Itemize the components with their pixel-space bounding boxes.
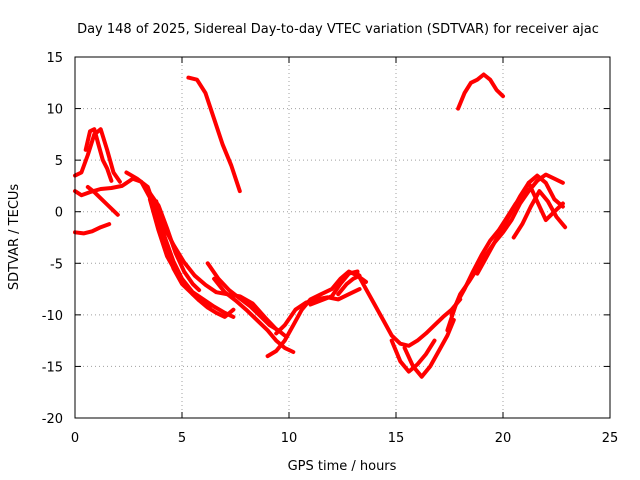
y-tick-label: 15: [46, 51, 63, 66]
series-line-arc-10: [205, 261, 287, 338]
series-line-arc-5: [85, 185, 120, 217]
y-tick-label: -5: [50, 257, 63, 272]
y-tick-label: 5: [55, 154, 63, 169]
x-tick-label: 25: [602, 431, 619, 446]
series-line-arc-23: [511, 189, 568, 240]
x-tick-label: 5: [178, 431, 186, 446]
chart-title: Day 148 of 2025, Sidereal Day-to-day VTE…: [77, 22, 599, 37]
grid-lines: [75, 57, 610, 418]
x-tick-label: 20: [495, 431, 512, 446]
y-tick-label: 10: [46, 103, 63, 118]
plot-frame: [74, 56, 611, 419]
series-line-arc-14: [274, 287, 362, 336]
series-line-arc-9: [154, 199, 236, 319]
y-axis-label: SDTVAR / TECUs: [7, 184, 22, 291]
y-tick-label: -20: [42, 412, 63, 427]
series-line-arc-13: [265, 269, 368, 359]
series-line-arc-12: [186, 75, 242, 194]
series-line-arc-16: [336, 273, 362, 297]
data-series: [73, 72, 568, 379]
series-line-arc-19: [402, 318, 456, 379]
y-tick-label: -10: [42, 309, 63, 324]
x-tick-label: 15: [388, 431, 405, 446]
series-line-arc-15: [308, 269, 360, 307]
x-tick-label: 10: [281, 431, 298, 446]
series-line-arc-6: [124, 170, 236, 319]
y-tick-label: -15: [42, 360, 63, 375]
series-line-arc-22: [475, 173, 565, 276]
series-line-arc-3: [73, 127, 122, 184]
series-line-arc-25: [456, 72, 505, 111]
series-line-arc-17: [355, 271, 463, 348]
x-axis-label: GPS time / hours: [288, 459, 397, 474]
series-line-arc-4: [83, 127, 114, 183]
series-line-arc-2: [73, 222, 112, 236]
x-tick-label: 0: [71, 431, 79, 446]
y-tick-label: 0: [55, 206, 63, 221]
axis-ticks: 0 5 10 15 20 25 -20 -15 -10 -5 0 5 10 15: [42, 51, 619, 446]
series-line-arc-20: [449, 172, 565, 317]
series-line-arc-24: [526, 180, 565, 222]
